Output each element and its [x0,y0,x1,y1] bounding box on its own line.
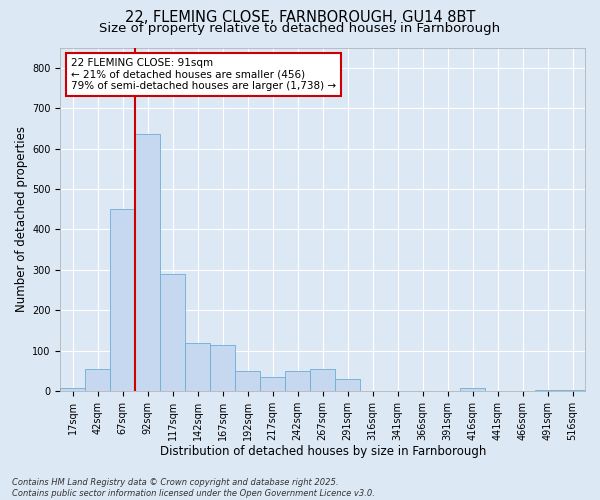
Bar [460,388,485,391]
Bar [285,371,310,391]
Y-axis label: Number of detached properties: Number of detached properties [15,126,28,312]
Bar [560,390,585,391]
Bar [260,377,285,391]
Bar [136,134,160,391]
X-axis label: Distribution of detached houses by size in Farnborough: Distribution of detached houses by size … [160,444,486,458]
Bar [210,344,235,391]
Bar [160,274,185,391]
Text: Contains HM Land Registry data © Crown copyright and database right 2025.
Contai: Contains HM Land Registry data © Crown c… [12,478,375,498]
Bar [535,390,560,391]
Bar [310,369,335,391]
Bar [85,369,110,391]
Bar [335,379,360,391]
Text: Size of property relative to detached houses in Farnborough: Size of property relative to detached ho… [100,22,500,35]
Bar [110,210,136,391]
Text: 22 FLEMING CLOSE: 91sqm
← 21% of detached houses are smaller (456)
79% of semi-d: 22 FLEMING CLOSE: 91sqm ← 21% of detache… [71,58,336,91]
Bar [61,388,85,391]
Text: 22, FLEMING CLOSE, FARNBOROUGH, GU14 8BT: 22, FLEMING CLOSE, FARNBOROUGH, GU14 8BT [125,10,475,26]
Bar [185,342,210,391]
Bar [235,371,260,391]
